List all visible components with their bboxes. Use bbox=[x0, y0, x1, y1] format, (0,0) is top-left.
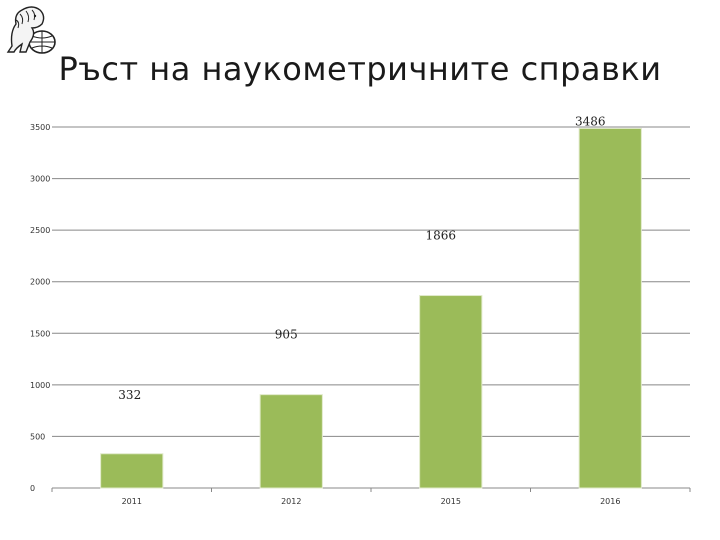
x-tick-label: 2016 bbox=[600, 497, 620, 506]
y-tick-label: 3500 bbox=[30, 123, 50, 132]
bar-2011 bbox=[100, 453, 164, 489]
x-tick-label: 2011 bbox=[122, 497, 142, 506]
slide-title: Ръст на наукометричните справки bbox=[58, 50, 662, 88]
y-tick-label: 1500 bbox=[30, 329, 50, 338]
data-label: 3486 bbox=[575, 114, 606, 128]
bar-2016 bbox=[578, 127, 642, 489]
bars bbox=[100, 127, 642, 489]
x-tick-label: 2015 bbox=[441, 497, 461, 506]
y-tick-label: 2500 bbox=[30, 226, 50, 235]
y-tick-label: 0 bbox=[30, 484, 35, 493]
y-tick-label: 1000 bbox=[30, 381, 50, 390]
bar-2015 bbox=[419, 295, 483, 489]
data-label: 332 bbox=[118, 388, 141, 402]
y-tick-label: 500 bbox=[30, 432, 45, 441]
lion-globe-logo-icon bbox=[6, 6, 56, 54]
data-label: 1866 bbox=[425, 229, 456, 243]
y-tick-label: 2000 bbox=[30, 278, 50, 287]
data-labels: 332 905 1866 3486 bbox=[118, 114, 605, 401]
bar-2012 bbox=[259, 394, 323, 489]
x-tick-label: 2012 bbox=[281, 497, 301, 506]
y-tick-label: 3000 bbox=[30, 175, 50, 184]
data-label: 905 bbox=[275, 328, 298, 342]
